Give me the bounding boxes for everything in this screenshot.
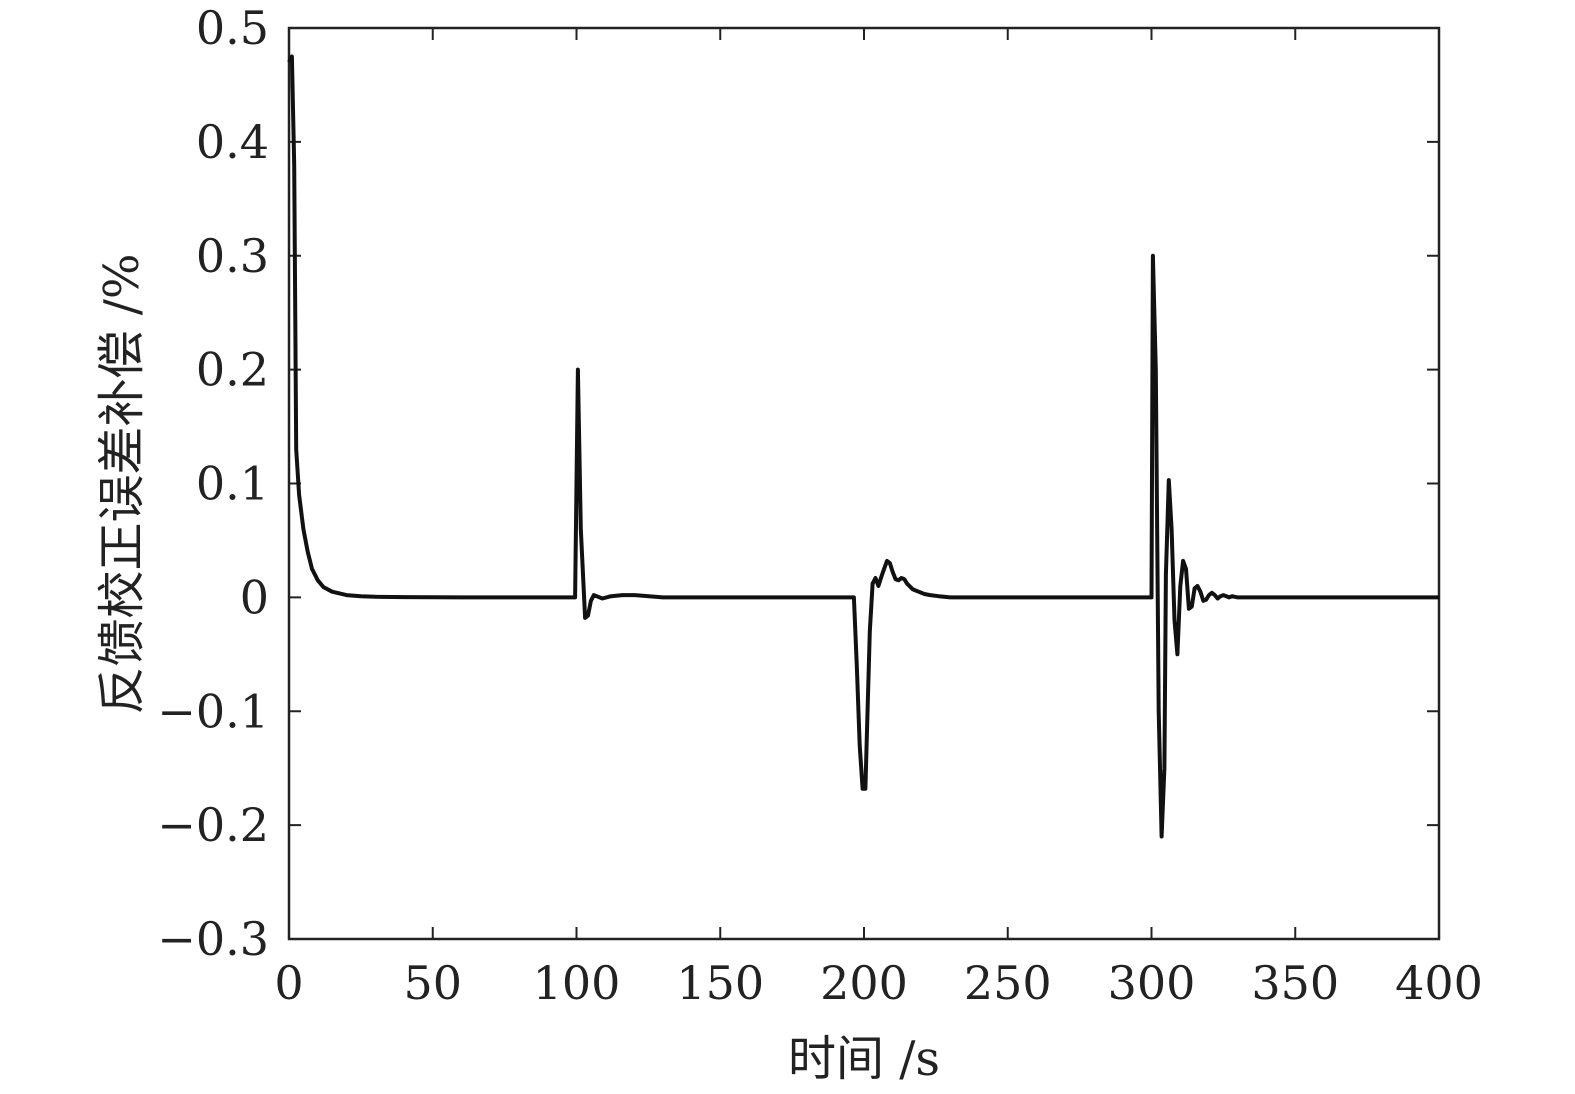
y-tick-label: −0.1	[157, 684, 269, 738]
plot-axes	[287, 26, 1441, 941]
y-tick-label: −0.2	[157, 798, 269, 852]
y-tick-label: 0.3	[196, 229, 269, 283]
x-tick-label: 150	[676, 956, 764, 1010]
x-axis-label: 时间 /s	[788, 1031, 940, 1087]
plot-frame	[287, 26, 1441, 941]
x-tick-label: 200	[820, 956, 908, 1010]
series-line	[287, 54, 1439, 839]
x-tick-label: 100	[533, 956, 621, 1010]
y-tick-label: 0	[240, 570, 269, 624]
x-tick-label: 300	[1108, 956, 1196, 1010]
y-axis-label: 反馈校正误差补偿 /%	[94, 253, 150, 714]
x-tick-label: 400	[1395, 956, 1483, 1010]
x-tick-label: 50	[403, 956, 462, 1010]
series-group	[287, 54, 1439, 839]
y-tick-label: 0.4	[196, 115, 269, 169]
tick-labels: 0 50 100 150 200 250 300 350 400 −0.3 −0.2 −0.1 0 0.1…	[157, 1, 1483, 1010]
y-tick-label: −0.3	[157, 912, 269, 966]
x-tick-label: 250	[964, 956, 1052, 1010]
x-tick-label: 0	[274, 956, 303, 1010]
y-tick-label: 0.5	[196, 1, 269, 55]
y-tick-label: 0.1	[196, 457, 269, 511]
x-tick-label: 350	[1251, 956, 1339, 1010]
y-tick-label: 0.2	[196, 343, 269, 397]
